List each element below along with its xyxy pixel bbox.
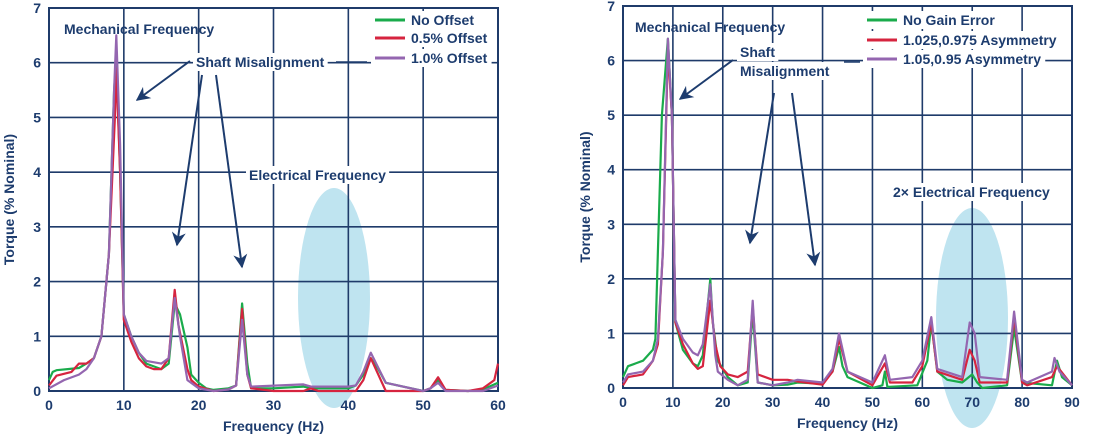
series-line-3 [48, 34, 499, 393]
y-tick-label: 1 [607, 325, 615, 341]
x-tick-label: 30 [765, 394, 781, 410]
x-tick-label: 40 [815, 394, 831, 410]
x-tick-label: 20 [191, 397, 207, 413]
annotation-background [246, 166, 390, 184]
annotation-background [193, 53, 328, 71]
x-tick-label: 60 [915, 394, 931, 410]
series-line-3 [622, 37, 1073, 387]
x-tick-label: 70 [964, 394, 980, 410]
y-tick-label: 7 [607, 0, 615, 14]
legend-label: 1.025,0.975 Asymmetry [903, 32, 1057, 48]
y-tick-label: 6 [33, 55, 41, 71]
legend-background [371, 29, 492, 47]
x-tick-label: 40 [341, 397, 357, 413]
annotation-electrical: Electrical Frequency [249, 167, 386, 183]
legend-label: No Offset [411, 12, 474, 28]
x-tick-label: 10 [116, 397, 132, 413]
x-tick-label: 0 [619, 394, 627, 410]
annotation-mechanical: Mechanical Frequency [64, 21, 214, 37]
x-tick-label: 0 [45, 397, 53, 413]
legend-background [371, 49, 492, 67]
annotation-electrical: 2× Electrical Frequency [893, 184, 1050, 200]
chart-1: 0 1 2 3 4 5 6 7 0 10 20 30 40 50 60 Frequency (Hz) Torqu… [1, 0, 506, 434]
x-axis-title: Frequency (Hz) [797, 415, 898, 431]
annotation-background [737, 43, 779, 61]
y-tick-label: 2 [607, 271, 615, 287]
annotation-arrow [171, 74, 203, 247]
legend-label: 0.5% Offset [411, 30, 488, 46]
annotation-shaft-line1: Shaft [740, 44, 775, 60]
y-tick-label: 0 [33, 383, 41, 399]
x-tick-label: 10 [665, 394, 681, 410]
legend-background [863, 31, 1061, 49]
y-tick-label: 7 [33, 0, 41, 16]
x-tick-label: 30 [266, 397, 282, 413]
annotation-background [890, 183, 1054, 201]
y-tick-label: 1 [33, 328, 41, 344]
electrical-frequency-highlight [298, 188, 370, 408]
annotation-arrow [678, 59, 734, 100]
annotation-arrow [745, 92, 775, 245]
annotation-background [737, 62, 833, 80]
legend-background [371, 11, 479, 29]
y-tick-label: 4 [33, 164, 41, 180]
x-tick-label: 80 [1014, 394, 1030, 410]
legend-label: 1.0% Offset [411, 50, 488, 66]
annotation-arrow [215, 74, 248, 269]
y-axis-title: Torque (% Nominal) [1, 134, 17, 265]
plot-frame [622, 5, 1073, 389]
legend-label: 1.05,0.95 Asymmetry [903, 51, 1041, 67]
legend: No Gain Error 1.025,0.975 Asymmetry 1.05,0… [863, 11, 1061, 68]
y-axis-title: Torque (% Nominal) [577, 131, 593, 262]
annotation-arrow [791, 92, 821, 267]
legend-background [863, 50, 1046, 68]
y-tick-label: 3 [607, 216, 615, 232]
annotation-arrow [135, 60, 191, 101]
y-tick-label: 5 [33, 109, 41, 125]
x-tick-label: 50 [865, 394, 881, 410]
y-tick-label: 4 [607, 162, 615, 178]
y-tick-label: 6 [607, 53, 615, 69]
x-tick-label: 20 [715, 394, 731, 410]
y-tick-label: 5 [607, 107, 615, 123]
x-tick-label: 50 [415, 397, 431, 413]
annotation-shaft-line2: Misalignment [740, 63, 830, 79]
y-tick-label: 3 [33, 219, 41, 235]
legend: No Offset 0.5% Offset 1.0% Offset [371, 11, 492, 67]
annotation-shaft: Shaft Misalignment [196, 54, 325, 70]
annotation-mechanical: Mechanical Frequency [635, 19, 785, 35]
x-tick-label: 90 [1064, 394, 1080, 410]
y-tick-label: 2 [33, 274, 41, 290]
x-tick-label: 60 [490, 397, 506, 413]
legend-background [863, 11, 1000, 29]
x-axis-title: Frequency (Hz) [223, 418, 324, 434]
y-tick-label: 0 [607, 380, 615, 396]
legend-label: No Gain Error [903, 12, 995, 28]
